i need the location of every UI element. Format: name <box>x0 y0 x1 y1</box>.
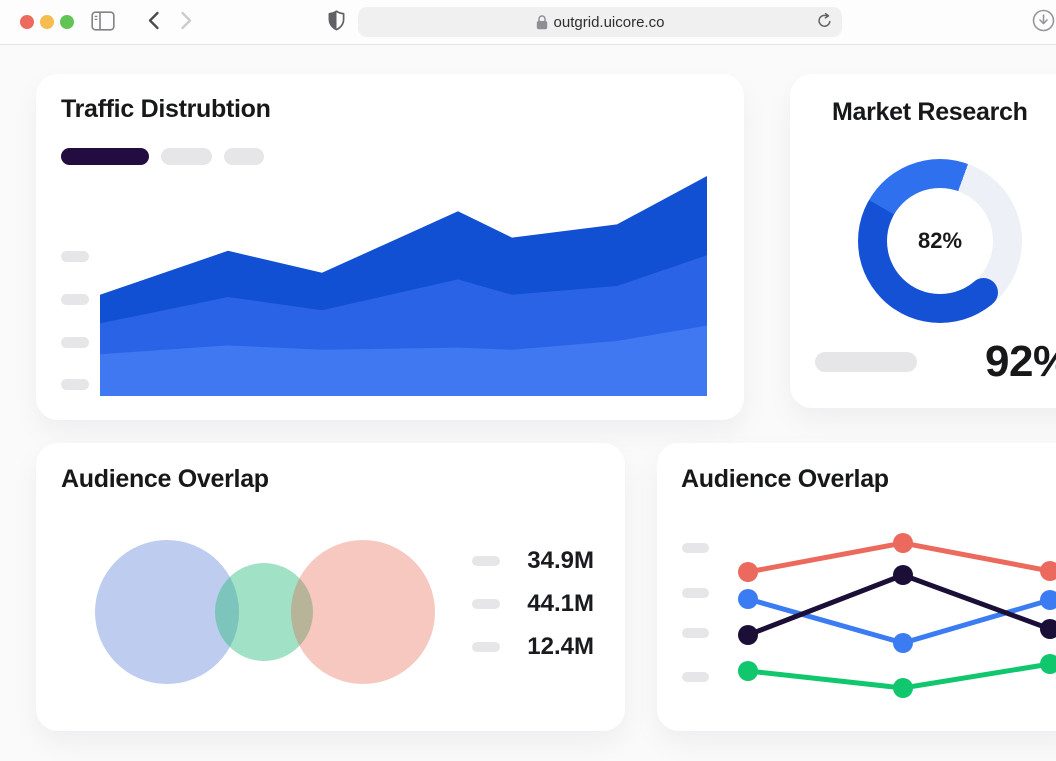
venn-diagram <box>95 540 435 684</box>
forward-icon <box>180 11 193 33</box>
audience-overlap-lines-card: Audience Overlap <box>657 443 1056 731</box>
y-axis-placeholder <box>682 543 709 553</box>
market-score-value: 92% <box>985 337 1056 386</box>
traffic-filter-pills <box>61 148 264 165</box>
audience-a-circle <box>95 540 239 684</box>
forward-button[interactable] <box>177 11 195 33</box>
series-navy-point <box>893 565 913 585</box>
series-red-point <box>1040 561 1056 581</box>
donut-arc-cap <box>969 278 998 307</box>
sidebar-icon <box>91 10 115 34</box>
y-axis-placeholder <box>61 337 89 348</box>
series-navy-point <box>738 625 758 645</box>
market-legend-placeholder <box>815 352 917 372</box>
filter-pill-2[interactable] <box>161 148 212 165</box>
series-green-point <box>893 678 913 698</box>
filter-pill-3[interactable] <box>224 148 264 165</box>
series-navy-point <box>1040 619 1056 639</box>
reload-button[interactable] <box>815 12 833 32</box>
dashboard-page: Traffic Distrubtion Market Research 82% … <box>0 44 1056 761</box>
privacy-shield-icon <box>328 10 345 34</box>
url-text: outgrid.uicore.co <box>553 13 665 31</box>
series-blue-point <box>893 633 913 653</box>
legend-row: 34.9M <box>472 546 594 576</box>
stacked-area-chart <box>100 176 707 396</box>
y-axis-placeholder <box>61 379 89 390</box>
y-axis-placeholder <box>682 588 709 598</box>
market-card-title: Market Research <box>832 98 1028 126</box>
venn-card-title: Audience Overlap <box>61 465 269 493</box>
lock-icon <box>536 14 548 30</box>
window-close-button[interactable] <box>20 15 34 29</box>
y-axis-placeholder <box>61 294 89 305</box>
donut-center-label: 82% <box>917 228 963 253</box>
window-minimize-button[interactable] <box>40 15 54 29</box>
audience-overlap-venn-card: Audience Overlap 34.9M 44.1M 12.4M <box>36 443 625 731</box>
privacy-report-button[interactable] <box>326 10 346 34</box>
address-bar[interactable]: outgrid.uicore.co <box>358 7 842 37</box>
lines-card-title: Audience Overlap <box>681 465 889 493</box>
browser-toolbar: outgrid.uicore.co <box>0 0 1056 45</box>
multi-line-chart <box>738 533 1056 698</box>
legend-value: 34.9M <box>527 547 594 574</box>
series-blue-point <box>1040 590 1056 610</box>
donut-center: 82% <box>887 188 993 294</box>
layer-light <box>100 325 707 396</box>
back-button[interactable] <box>144 11 162 33</box>
back-icon <box>147 11 160 33</box>
filter-pill-active[interactable] <box>61 148 149 165</box>
sidebar-toggle-button[interactable] <box>90 10 116 34</box>
legend-row: 12.4M <box>472 632 594 662</box>
series-red-point <box>893 533 913 553</box>
series-green-point <box>738 661 758 681</box>
y-axis-placeholder <box>682 628 709 638</box>
legend-row: 44.1M <box>472 589 594 619</box>
legend-label-placeholder <box>472 599 500 609</box>
traffic-distribution-card: Traffic Distrubtion <box>36 74 744 420</box>
series-green-point <box>1040 654 1056 674</box>
reload-icon <box>817 12 832 32</box>
y-axis-placeholder <box>61 251 89 262</box>
legend-label-placeholder <box>472 642 500 652</box>
legend-value: 12.4M <box>527 633 594 660</box>
legend-value: 44.1M <box>527 590 594 617</box>
audience-b-circle <box>215 563 313 661</box>
window-zoom-button[interactable] <box>60 15 74 29</box>
market-research-card: Market Research 82% 92% <box>790 74 1056 408</box>
downloads-button[interactable] <box>1031 9 1055 35</box>
audience-c-circle <box>291 540 435 684</box>
donut-chart: 82% <box>858 159 1022 323</box>
legend-label-placeholder <box>472 556 500 566</box>
y-axis-placeholder <box>682 672 709 682</box>
series-blue-point <box>738 589 758 609</box>
traffic-card-title: Traffic Distrubtion <box>61 95 271 123</box>
downloads-icon <box>1032 9 1055 35</box>
series-red-point <box>738 562 758 582</box>
